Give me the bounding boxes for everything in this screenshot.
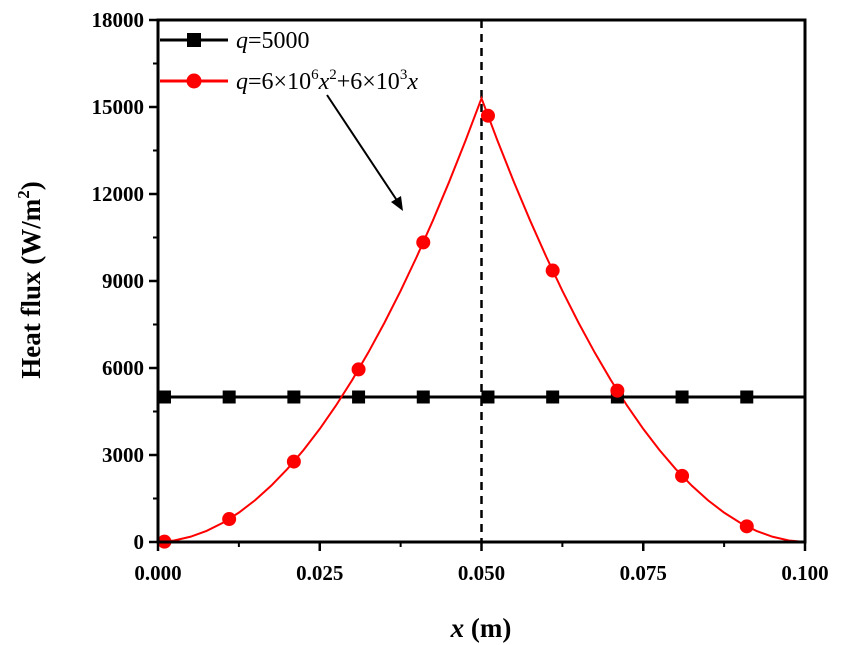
annotation-arrow [326,94,403,211]
data-point-circle [286,454,301,469]
legend-label-constant: q=5000 [236,28,310,54]
x-axis-label: x (m) [450,613,512,643]
x-tick-label: 0.050 [458,561,505,585]
data-point-square [352,390,366,404]
data-point-circle [739,519,754,534]
legend: q=5000 q=6×106x2+6×103x [160,28,418,95]
x-tick-label: 0.025 [296,561,343,585]
legend-marker-circle [186,73,202,89]
legend-label-quadratic: q=6×106x2+6×103x [236,67,418,95]
data-point-square [157,390,171,404]
plot-area: 0.000 0.025 0.050 0.075 0.100 0 3000 6000 9000 12… [92,8,829,585]
data-point-square [222,390,236,404]
x-tick-label: 0.075 [620,561,667,585]
y-tick-label: 0 [134,530,145,554]
y-tick-label: 3000 [102,443,144,467]
data-point-square [481,390,495,404]
data-point-square [287,390,301,404]
data-point-square [546,390,560,404]
y-tick-label: 15000 [92,95,145,119]
y-tick-label: 18000 [92,8,145,32]
series-line-1 [157,95,806,543]
data-point-square [675,390,689,404]
data-point-circle [610,383,625,398]
data-point-circle [545,263,560,278]
data-point-square [740,390,754,404]
data-point-circle [351,362,366,377]
y-tick-label: 9000 [102,269,144,293]
y-tick-label: 12000 [92,182,145,206]
y-tick-label: 6000 [102,356,144,380]
y-axis-label: Heat flux (W/m2) [14,181,46,378]
data-point-circle [222,512,237,527]
data-point-circle [416,235,431,250]
data-point-circle [675,468,690,483]
data-point-circle [480,108,495,123]
x-tick-label: 0.100 [781,561,828,585]
x-tick-label: 0.000 [134,561,181,585]
legend-marker-square [187,33,201,47]
data-point-square [416,390,430,404]
